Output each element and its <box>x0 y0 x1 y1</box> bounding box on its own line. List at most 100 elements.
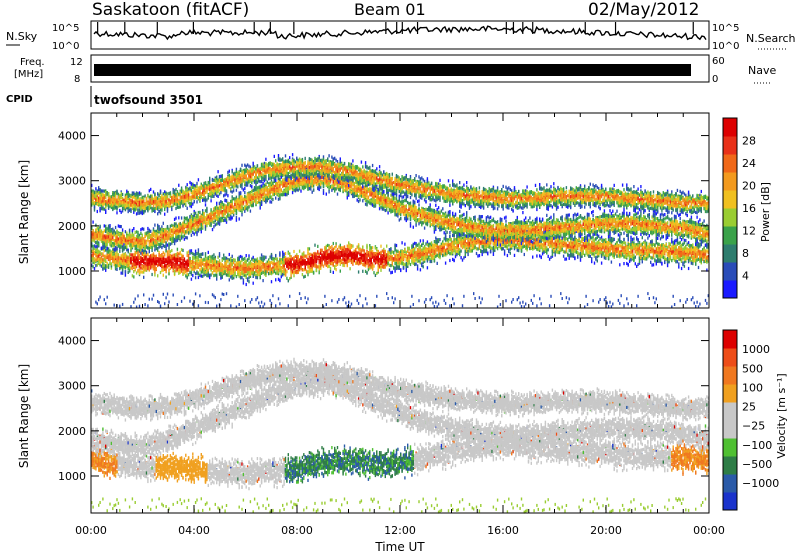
power-cell <box>111 262 112 265</box>
power-cell <box>99 296 100 299</box>
power-cell <box>94 257 95 260</box>
power-cell <box>99 238 100 241</box>
power-cell <box>116 251 117 254</box>
power-cell <box>105 227 106 230</box>
power-cell <box>107 231 108 234</box>
power-cell <box>102 197 103 200</box>
power-cell <box>118 202 119 205</box>
nave-tick-bottom: 0 <box>712 74 718 85</box>
power-cell <box>118 196 119 199</box>
power-cell <box>118 193 119 196</box>
power-cell <box>105 230 106 233</box>
power-cell <box>101 197 102 200</box>
power-cell <box>99 231 100 234</box>
cpid-value: twofsound 3501 <box>94 93 203 107</box>
power-cell <box>107 247 108 250</box>
power-cell <box>92 202 93 205</box>
power-cell <box>101 247 102 250</box>
power-cell <box>118 237 119 240</box>
power-cell <box>104 229 105 232</box>
power-cell <box>101 233 102 236</box>
power-cell <box>97 203 98 206</box>
power-cell <box>114 255 115 258</box>
power-cell <box>114 239 115 242</box>
nsky-tick-top: 10^5 <box>52 23 79 34</box>
power-cell <box>119 262 120 265</box>
power-cell <box>97 197 98 200</box>
power-cell <box>105 243 106 246</box>
power-cell <box>105 265 106 268</box>
power-cell <box>114 248 115 251</box>
power-cell <box>107 240 108 243</box>
power-cell <box>95 245 96 248</box>
power-panel: 1000200030004000 <box>58 113 709 309</box>
radar-summary-plot: Saskatoon (fitACF) Beam 01 02/May/2012 N… <box>0 0 800 554</box>
power-cell <box>111 199 112 202</box>
power-cell <box>102 189 103 192</box>
power-cell <box>114 198 115 201</box>
power-cell <box>109 201 110 204</box>
nsky-label: N.Sky <box>6 30 38 43</box>
power-cell <box>105 302 106 305</box>
power-cell <box>92 245 93 248</box>
power-cell <box>99 261 100 264</box>
power-cell <box>101 260 102 263</box>
power-cell <box>107 202 108 205</box>
power-cell <box>107 250 108 253</box>
power-cell <box>108 235 109 238</box>
power-cell <box>115 239 116 242</box>
power-cell <box>111 252 112 255</box>
power-cell <box>114 205 115 208</box>
power-cell <box>97 189 98 192</box>
power-cell <box>95 241 96 244</box>
power-cell <box>109 230 110 233</box>
power-cell <box>101 193 102 196</box>
power-cell <box>111 256 112 259</box>
power-cell <box>101 200 102 203</box>
power-cell <box>114 304 115 307</box>
power-cell <box>112 257 113 260</box>
nave-label: Nave <box>748 64 776 77</box>
power-cell <box>104 298 105 301</box>
power-cell <box>111 204 112 207</box>
cpid-label: CPID <box>6 94 33 105</box>
power-cell <box>102 203 103 206</box>
power-cell <box>99 253 100 256</box>
power-cell <box>95 228 96 231</box>
date-title: 02/May/2012 <box>588 0 700 20</box>
power-cell <box>115 260 116 263</box>
power-cell <box>114 258 115 261</box>
power-cell <box>119 256 120 259</box>
power-cell <box>99 188 100 191</box>
power-cell <box>105 200 106 203</box>
power-cell <box>99 257 100 260</box>
power-cell <box>105 260 106 263</box>
power-cell <box>112 193 113 196</box>
power-cell <box>116 211 117 214</box>
power-cell <box>116 236 117 239</box>
power-cell <box>111 195 112 198</box>
nave-tick-top: 60 <box>712 56 725 67</box>
power-cell <box>105 236 106 239</box>
power-cell <box>116 206 117 209</box>
nsearch-label: N.Search <box>746 32 796 45</box>
power-cell <box>102 235 103 238</box>
power-cell <box>105 249 106 252</box>
power-cell <box>95 254 96 257</box>
power-cell <box>94 232 95 235</box>
power-cell <box>95 249 96 252</box>
power-cell <box>115 264 116 267</box>
power-cell <box>114 194 115 197</box>
power-cell <box>107 265 108 268</box>
power-cell <box>115 231 116 234</box>
power-cell <box>107 296 108 299</box>
power-cell <box>109 262 110 265</box>
power-cell <box>112 228 113 231</box>
power-cell <box>116 230 117 233</box>
power-cell <box>92 229 93 232</box>
nsearch-tick-top: 10^5 <box>712 23 739 34</box>
power-cell <box>104 234 105 237</box>
power-cell <box>98 251 99 254</box>
power-cell <box>107 192 108 195</box>
power-cell <box>97 302 98 305</box>
